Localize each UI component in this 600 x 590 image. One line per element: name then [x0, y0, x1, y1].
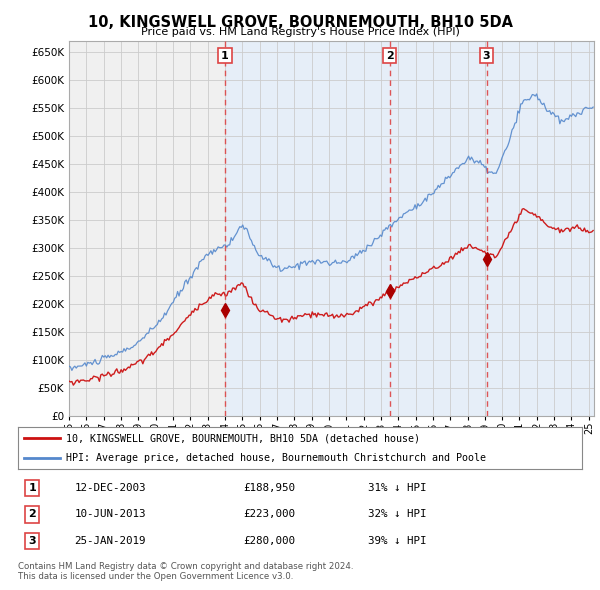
- Text: Price paid vs. HM Land Registry's House Price Index (HPI): Price paid vs. HM Land Registry's House …: [140, 27, 460, 37]
- Text: £223,000: £223,000: [244, 510, 296, 519]
- Bar: [69, 41, 225, 416]
- Text: 2: 2: [386, 51, 394, 61]
- Text: 32% ↓ HPI: 32% ↓ HPI: [368, 510, 426, 519]
- Text: 25-JAN-2019: 25-JAN-2019: [74, 536, 146, 546]
- Text: £188,950: £188,950: [244, 483, 296, 493]
- Text: 12-DEC-2003: 12-DEC-2003: [74, 483, 146, 493]
- Text: HPI: Average price, detached house, Bournemouth Christchurch and Poole: HPI: Average price, detached house, Bour…: [66, 453, 486, 463]
- Text: This data is licensed under the Open Government Licence v3.0.: This data is licensed under the Open Gov…: [18, 572, 293, 581]
- Text: 39% ↓ HPI: 39% ↓ HPI: [368, 536, 426, 546]
- Text: 10, KINGSWELL GROVE, BOURNEMOUTH, BH10 5DA (detached house): 10, KINGSWELL GROVE, BOURNEMOUTH, BH10 5…: [66, 433, 420, 443]
- Text: 3: 3: [28, 536, 36, 546]
- Text: 1: 1: [28, 483, 36, 493]
- Bar: [225, 41, 594, 416]
- Text: 10, KINGSWELL GROVE, BOURNEMOUTH, BH10 5DA: 10, KINGSWELL GROVE, BOURNEMOUTH, BH10 5…: [88, 15, 512, 30]
- Text: 31% ↓ HPI: 31% ↓ HPI: [368, 483, 426, 493]
- Text: 10-JUN-2013: 10-JUN-2013: [74, 510, 146, 519]
- Text: 2: 2: [28, 510, 36, 519]
- Text: 3: 3: [483, 51, 490, 61]
- Text: £280,000: £280,000: [244, 536, 296, 546]
- Text: 1: 1: [221, 51, 229, 61]
- Text: Contains HM Land Registry data © Crown copyright and database right 2024.: Contains HM Land Registry data © Crown c…: [18, 562, 353, 571]
